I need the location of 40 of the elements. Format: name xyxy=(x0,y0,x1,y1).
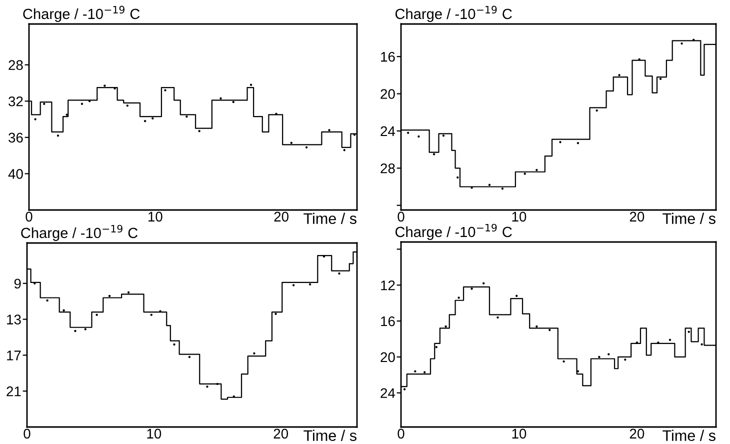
x-tick-label: 0 xyxy=(398,212,404,222)
x-tick-label: 10 xyxy=(148,212,162,222)
x-tick-label: 20 xyxy=(630,428,644,439)
x-axis-title: Time / s xyxy=(662,212,716,224)
y-axis-title: Charge / -10$^{−19}$ C xyxy=(23,6,140,22)
y-tick-label: 21 xyxy=(6,386,21,396)
y-tick-label: 20 xyxy=(380,352,395,362)
x-tick-label: 0 xyxy=(24,428,30,439)
y-axis-title: Charge / -10$^{−19}$ C xyxy=(395,6,512,22)
point xyxy=(576,142,580,144)
y-tick-label: 16 xyxy=(381,316,395,326)
point xyxy=(144,120,146,122)
y-tick-label: 36 xyxy=(8,132,23,143)
x-tick-label: 20 xyxy=(274,428,288,439)
x-tick-label: 10 xyxy=(147,428,162,439)
x-tick-label: 20 xyxy=(630,212,644,222)
x-axis-title: Time / s xyxy=(662,430,716,441)
x-tick-label: 10 xyxy=(512,212,526,222)
point xyxy=(108,294,111,298)
point xyxy=(188,356,191,358)
y-axis-title: Charge / -10$^{−19}$ C xyxy=(21,224,138,242)
y-tick-label: 40 xyxy=(8,169,23,179)
y-tick-label: 24 xyxy=(380,388,396,398)
x-tick-label: 0 xyxy=(26,212,32,222)
y-tick-label: 28 xyxy=(380,163,395,174)
y-tick-label: 28 xyxy=(8,60,23,70)
y-tick-label: 32 xyxy=(8,96,23,106)
y-tick-label: 9 xyxy=(14,278,21,289)
y-tick-label: 20 xyxy=(380,89,395,99)
x-tick-label: 10 xyxy=(512,428,526,439)
x-axis-title: Time / s xyxy=(304,212,356,224)
x-tick-label: 20 xyxy=(274,212,288,222)
y-tick-label: 17 xyxy=(7,350,21,360)
y-tick-label: 24 xyxy=(380,126,396,136)
y-tick-label: 16 xyxy=(381,52,395,62)
y-tick-label: 12 xyxy=(381,280,395,290)
y-tick-label: 13 xyxy=(7,314,21,324)
y-axis-title: Charge / -10$^{−19}$ C xyxy=(395,224,512,240)
x-tick-label: 0 xyxy=(398,428,404,439)
x-axis-title: Time / s xyxy=(304,430,356,441)
